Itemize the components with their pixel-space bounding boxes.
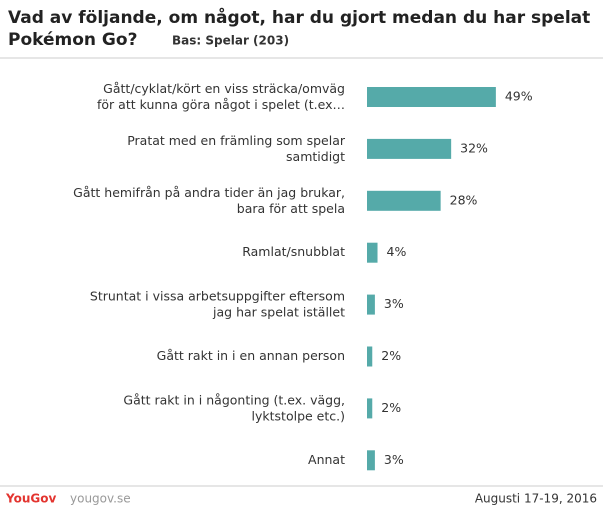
- bar: [367, 398, 373, 419]
- category-label: Gått rakt in i någonting (t.ex. vägg, lyk…: [123, 392, 345, 423]
- bar: [367, 346, 373, 367]
- chart-title: Vad av följande, om något, har du gjort …: [8, 6, 590, 50]
- date: Augusti 17-19, 2016: [475, 492, 597, 506]
- category-label: Annat: [308, 452, 345, 467]
- value-label: 32%: [460, 140, 488, 155]
- category-label: Gått hemifrån på andra tider än jag bruk…: [73, 184, 345, 215]
- category-label: Struntat i vissa arbetsuppgifter efterso…: [90, 288, 345, 319]
- value-label: 28%: [450, 192, 478, 207]
- value-label: 4%: [387, 244, 407, 259]
- value-label: 2%: [381, 348, 401, 363]
- bar: [367, 242, 378, 263]
- category-label: Pratat med en främling som spelar samtidi…: [127, 132, 346, 163]
- bar: [367, 450, 375, 471]
- bar: [367, 87, 496, 107]
- bar: [367, 138, 452, 159]
- category-label: Gått/cyklat/kört en viss sträcka/omväg fö…: [97, 81, 345, 112]
- category-label: Gått rakt in i en annan person: [157, 348, 345, 363]
- value-label: 3%: [384, 452, 404, 467]
- value-label: 3%: [384, 296, 404, 311]
- category-label: Ramlat/snubblat: [242, 244, 345, 259]
- brand: YouGov: [5, 492, 56, 506]
- value-label: 2%: [381, 400, 401, 415]
- bar: [367, 190, 441, 211]
- chart-subtitle: Bas: Spelar (203): [172, 34, 289, 48]
- bar: [367, 294, 375, 315]
- source: yougov.se: [70, 492, 131, 506]
- value-label: 49%: [505, 89, 533, 104]
